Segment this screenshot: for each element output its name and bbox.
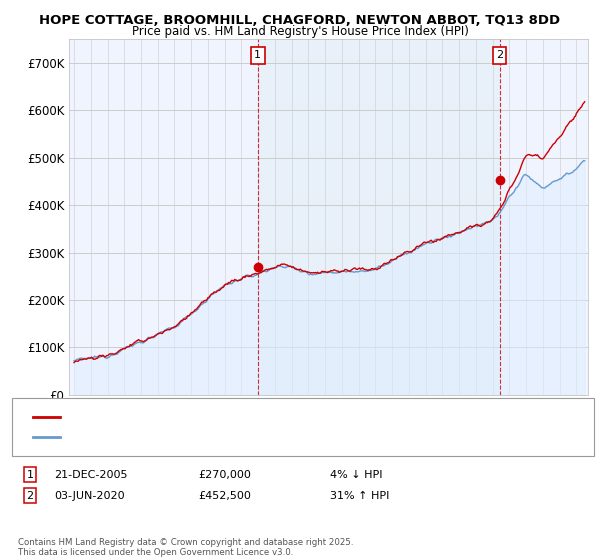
Text: 2: 2 (496, 50, 503, 60)
Text: Price paid vs. HM Land Registry's House Price Index (HPI): Price paid vs. HM Land Registry's House … (131, 25, 469, 38)
Text: 1: 1 (254, 50, 261, 60)
Text: HOPE COTTAGE, BROOMHILL, CHAGFORD, NEWTON ABBOT, TQ13 8DD: HOPE COTTAGE, BROOMHILL, CHAGFORD, NEWTO… (40, 14, 560, 27)
Text: £270,000: £270,000 (198, 470, 251, 480)
Text: Contains HM Land Registry data © Crown copyright and database right 2025.
This d: Contains HM Land Registry data © Crown c… (18, 538, 353, 557)
Text: 21-DEC-2005: 21-DEC-2005 (54, 470, 128, 480)
Text: 4% ↓ HPI: 4% ↓ HPI (330, 470, 383, 480)
Text: 03-JUN-2020: 03-JUN-2020 (54, 491, 125, 501)
Text: HPI: Average price, detached house, West Devon: HPI: Average price, detached house, West… (66, 432, 305, 442)
Text: 1: 1 (26, 470, 34, 480)
Text: 31% ↑ HPI: 31% ↑ HPI (330, 491, 389, 501)
Bar (257, 39, 500, 395)
Text: £452,500: £452,500 (198, 491, 251, 501)
Text: HOPE COTTAGE, BROOMHILL, CHAGFORD, NEWTON ABBOT, TQ13 8DD (detached house): HOPE COTTAGE, BROOMHILL, CHAGFORD, NEWTO… (66, 412, 501, 422)
Text: 2: 2 (26, 491, 34, 501)
